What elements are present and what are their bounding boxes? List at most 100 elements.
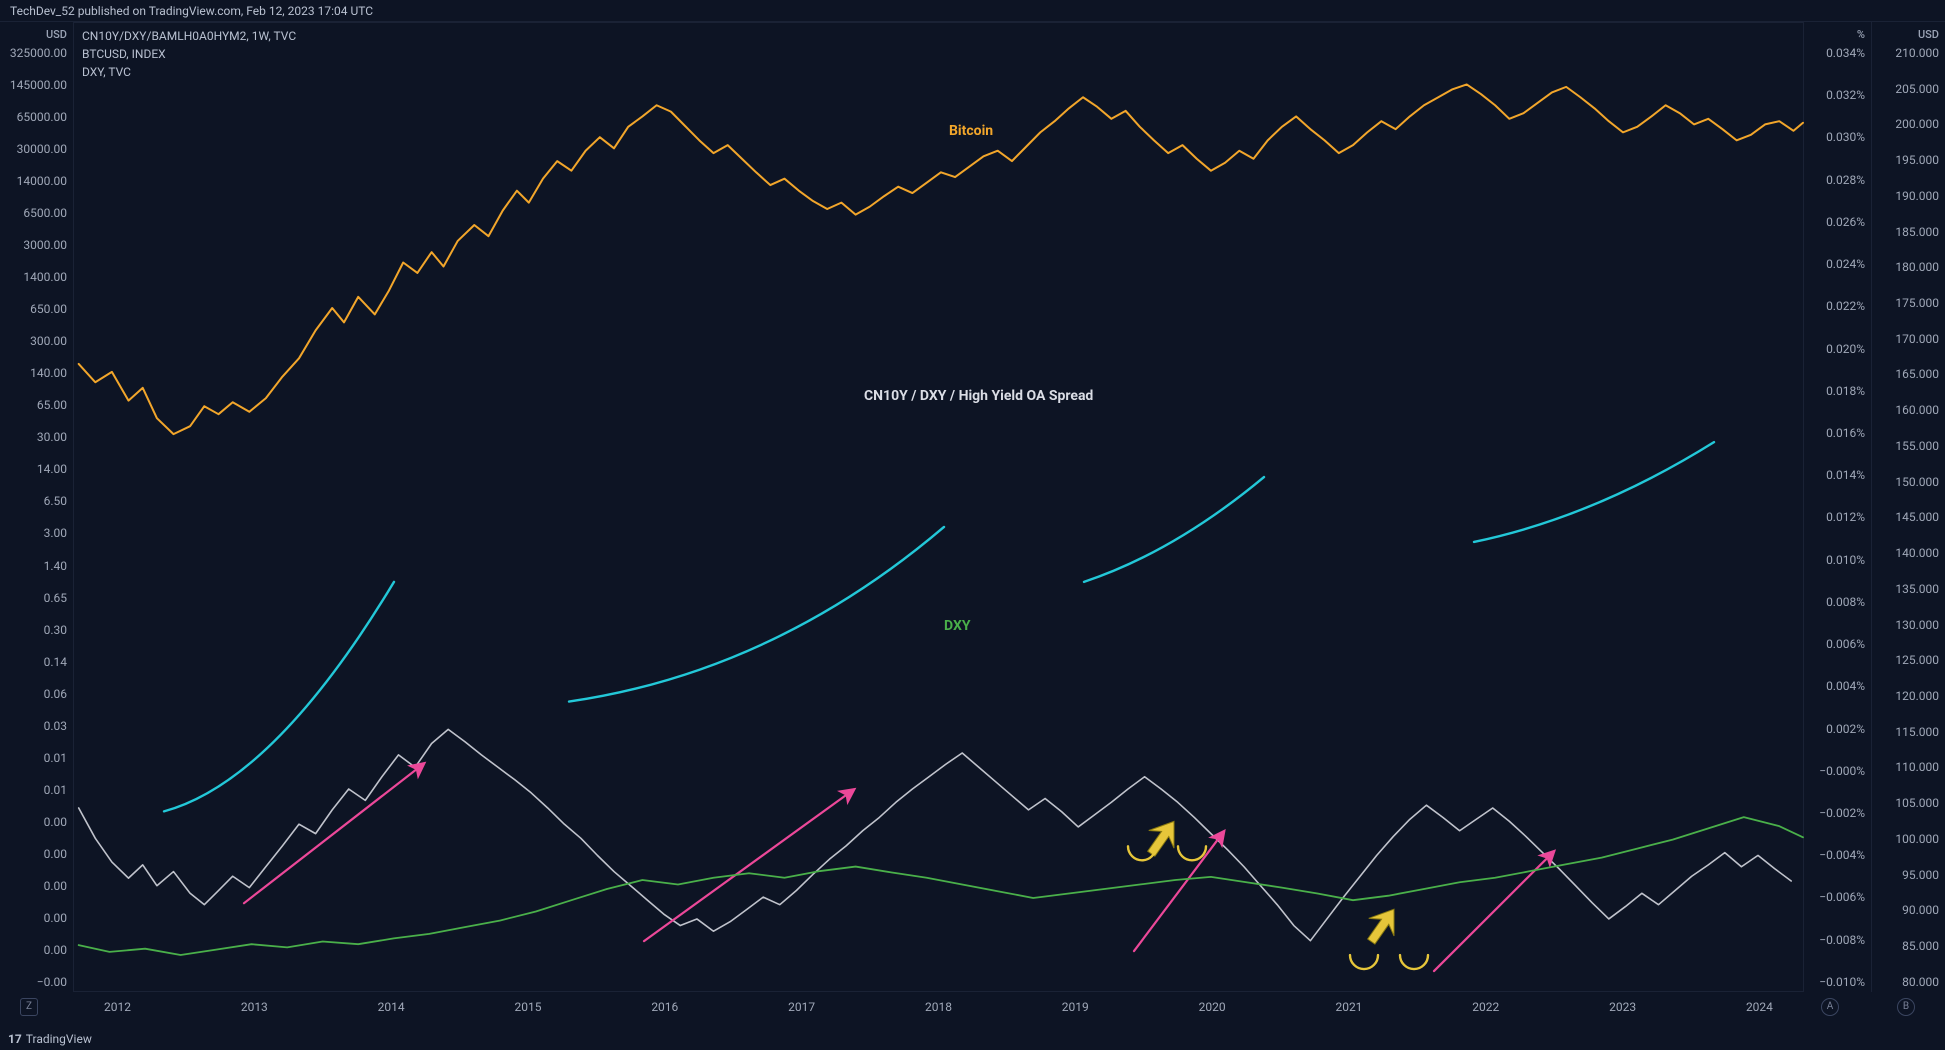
- x-axis: 2012201320142015201620172018201920202021…: [74, 992, 1803, 1022]
- axis-tick: 190.000: [1878, 190, 1939, 202]
- dxy-line: [79, 817, 1803, 955]
- axis-tick: −0.000%: [1810, 765, 1865, 777]
- axis-tick: 14000.00: [6, 175, 67, 187]
- cyan-arc: [1474, 442, 1714, 542]
- x-tick: 2015: [514, 1001, 541, 1013]
- axis-tick: 0.026%: [1810, 216, 1865, 228]
- axis-tick: 200.000: [1878, 118, 1939, 130]
- axis-tick: 140.00: [6, 367, 67, 379]
- axis-tick: 150.000: [1878, 476, 1939, 488]
- axis-tick: 0.00: [6, 944, 67, 956]
- axis-tick: 175.000: [1878, 297, 1939, 309]
- y-axis-percent: % 0.034% 0.032% 0.030% 0.028% 0.026% 0.024% 0.…: [1803, 22, 1871, 992]
- axis-tick: 95.000: [1878, 869, 1939, 881]
- axis-tick: 0.014%: [1810, 469, 1865, 481]
- axis-tick: 0.030%: [1810, 131, 1865, 143]
- footer-brand: 17 TradingView: [8, 1032, 92, 1046]
- x-tick: 2012: [104, 1001, 131, 1013]
- label-dxy: DXY: [944, 618, 971, 634]
- axis-tick: 145.000: [1878, 511, 1939, 523]
- axis-right-header: USD: [1878, 26, 1939, 47]
- axis-tick: 185.000: [1878, 226, 1939, 238]
- chart-container: USD 325000.00145000.0065000.0030000.0014…: [0, 22, 1945, 1022]
- axis-tick: 130.000: [1878, 619, 1939, 631]
- label-cn10y: CN10Y / DXY / High Yield OA Spread: [864, 388, 1093, 404]
- axis-tick: 30000.00: [6, 143, 67, 155]
- x-tick: 2018: [925, 1001, 952, 1013]
- cn10y-line: [79, 729, 1792, 940]
- axis-tick: 155.000: [1878, 440, 1939, 452]
- x-tick: 2014: [378, 1001, 405, 1013]
- axis-tick: 170.000: [1878, 333, 1939, 345]
- y-axis-left: USD 325000.00145000.0065000.0030000.0014…: [0, 22, 74, 992]
- axis-tick: 0.00: [6, 912, 67, 924]
- axis-tick: 0.01: [6, 752, 67, 764]
- yellow-cup: [1178, 846, 1206, 860]
- axis-tick: 0.06: [6, 688, 67, 700]
- axis-tick: 135.000: [1878, 583, 1939, 595]
- axis-tick: 0.034%: [1810, 47, 1865, 59]
- cyan-arc: [1084, 477, 1264, 582]
- publish-info: TechDev_52 published on TradingView.com,…: [0, 0, 1945, 22]
- axis-tick: 0.002%: [1810, 723, 1865, 735]
- x-tick: 2024: [1746, 1001, 1773, 1013]
- yellow-arrow-icon: [1139, 813, 1187, 863]
- axis-tick: 90.000: [1878, 904, 1939, 916]
- axis-tick: 325000.00: [6, 47, 67, 59]
- axis-tick: 0.024%: [1810, 258, 1865, 270]
- axis-tick: 180.000: [1878, 261, 1939, 273]
- axis-left-header: USD: [6, 26, 67, 47]
- axis-tick: 6.50: [6, 495, 67, 507]
- axis-tick: 0.028%: [1810, 174, 1865, 186]
- axis-tick: 0.00: [6, 816, 67, 828]
- axis-tick: 0.03: [6, 720, 67, 732]
- axis-tick: 650.00: [6, 303, 67, 315]
- label-bitcoin: Bitcoin: [949, 123, 993, 139]
- x-tick: 2016: [651, 1001, 678, 1013]
- x-tick: 2020: [1199, 1001, 1226, 1013]
- axis-tick: 0.032%: [1810, 89, 1865, 101]
- yellow-cup: [1400, 955, 1428, 969]
- tradingview-logo-icon: 17: [8, 1032, 22, 1046]
- axis-tick: 160.000: [1878, 404, 1939, 416]
- axis-tick: 0.006%: [1810, 638, 1865, 650]
- badge-b[interactable]: B: [1897, 998, 1915, 1016]
- axis-tick: 165.000: [1878, 368, 1939, 380]
- axis-tick: 65000.00: [6, 111, 67, 123]
- yellow-arrow-icon: [1359, 900, 1407, 950]
- x-tick: 2022: [1472, 1001, 1499, 1013]
- axis-tick: 1.40: [6, 560, 67, 572]
- chart-svg: [74, 23, 1803, 991]
- x-tick: 2023: [1609, 1001, 1636, 1013]
- axis-tick: 0.008%: [1810, 596, 1865, 608]
- cyan-arc: [164, 582, 394, 812]
- axis-tick: 3000.00: [6, 239, 67, 251]
- axis-tick: 0.010%: [1810, 554, 1865, 566]
- axis-tick: 210.000: [1878, 47, 1939, 59]
- axis-tick: 105.000: [1878, 797, 1939, 809]
- badge-a[interactable]: A: [1821, 998, 1839, 1016]
- y-axis-right: USD 210.000 205.000 200.000 195.000 190.000 1…: [1871, 22, 1945, 992]
- axis-tick: 14.00: [6, 463, 67, 475]
- axis-tick: 0.30: [6, 624, 67, 636]
- axis-tick: 205.000: [1878, 83, 1939, 95]
- axis-pct-header: %: [1810, 26, 1865, 47]
- axis-tick: 115.000: [1878, 726, 1939, 738]
- bitcoin-line: [79, 84, 1803, 434]
- axis-tick: 0.00: [6, 848, 67, 860]
- axis-tick: 0.01: [6, 784, 67, 796]
- axis-tick: 195.000: [1878, 154, 1939, 166]
- axis-tick: 30.00: [6, 431, 67, 443]
- zoom-badge[interactable]: Z: [20, 998, 38, 1016]
- cyan-arc: [569, 527, 944, 702]
- axis-tick: 3.00: [6, 527, 67, 539]
- axis-tick: 0.020%: [1810, 343, 1865, 355]
- pink-arrow: [244, 763, 424, 903]
- axis-tick: 110.000: [1878, 761, 1939, 773]
- axis-tick: −0.010%: [1810, 976, 1865, 988]
- plot-area[interactable]: CN10Y/DXY/BAMLH0A0HYM2, 1W, TVC BTCUSD, …: [74, 22, 1803, 992]
- axis-tick: 125.000: [1878, 654, 1939, 666]
- axis-tick: 0.65: [6, 592, 67, 604]
- axis-tick: 80.000: [1878, 976, 1939, 988]
- x-tick: 2017: [788, 1001, 815, 1013]
